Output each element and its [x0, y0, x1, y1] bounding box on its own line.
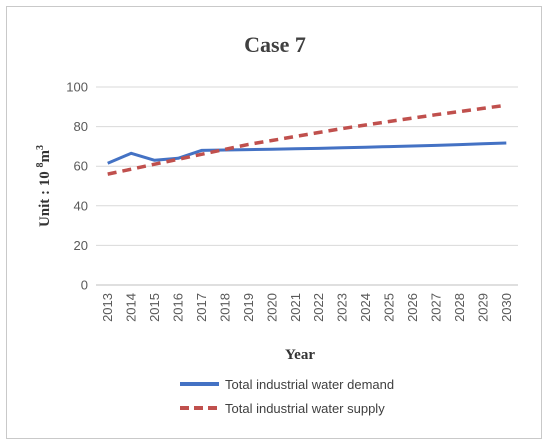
x-tick-label: 2017: [194, 293, 209, 322]
x-tick-label: 2026: [405, 293, 420, 322]
y-tick-label: 40: [74, 198, 88, 213]
x-tick-label: 2024: [358, 293, 373, 322]
series-lines: [107, 103, 507, 176]
y-tick-label: 80: [74, 119, 88, 134]
legend-label-demand: Total industrial water demand: [225, 377, 394, 392]
x-tick-label: 2016: [171, 293, 186, 322]
y-tick-label: 20: [74, 238, 88, 253]
chart-title: Case 7: [244, 32, 306, 57]
x-axis-title: Year: [285, 347, 315, 363]
x-tick-label: 2019: [241, 293, 256, 322]
y-axis-title-sup1: 8: [35, 162, 46, 167]
x-tick-label: 2022: [311, 293, 326, 322]
x-tick-label: 2023: [335, 293, 350, 322]
y-axis-title-unit: m: [37, 149, 53, 162]
x-tick-label: 2015: [147, 293, 162, 322]
x-tick-label: 2021: [288, 293, 303, 322]
x-tick-label: 2030: [499, 293, 514, 322]
legend: Total industrial water demand Total indu…: [180, 377, 394, 416]
x-tick-labels: 2013 2014 2015 2016 2017 2018 2019 2020 2021 2022…: [100, 293, 514, 322]
y-tick-label: 60: [74, 159, 88, 174]
chart-frame: [6, 6, 542, 439]
y-tick-label: 100: [66, 80, 88, 95]
x-tick-label: 2025: [382, 293, 397, 322]
x-tick-label: 2014: [124, 293, 139, 322]
x-tick-label: 2028: [452, 293, 467, 322]
x-tick-label: 2027: [428, 293, 443, 322]
x-tick-label: 2029: [475, 293, 490, 322]
series-line-supply: [107, 103, 507, 176]
y-axis-title-main: Unit : 10: [37, 167, 53, 227]
y-axis-title-sup2: 3: [35, 145, 46, 150]
x-tick-label: 2018: [217, 293, 232, 322]
x-tick-label: 2013: [100, 293, 115, 322]
y-axis-title: Unit : 10 8m3: [35, 145, 53, 227]
y-tick-label: 0: [81, 278, 88, 293]
y-tick-labels: 0 20 40 60 80 100: [66, 80, 88, 293]
legend-label-supply: Total industrial water supply: [225, 401, 385, 416]
grid-lines: [96, 86, 518, 286]
x-tick-label: 2020: [264, 293, 279, 322]
